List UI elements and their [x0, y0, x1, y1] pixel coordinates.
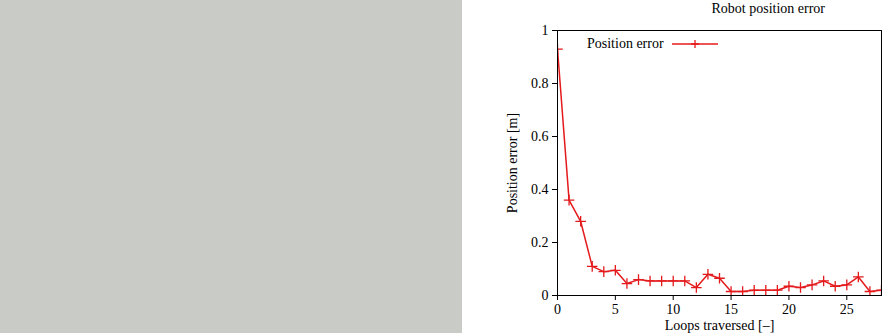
svg-text:10: 10 [666, 302, 680, 317]
svg-text:0.2: 0.2 [531, 235, 549, 250]
svg-text:0.8: 0.8 [531, 76, 549, 91]
svg-text:0: 0 [542, 288, 549, 303]
svg-text:0: 0 [554, 302, 561, 317]
svg-text:0.6: 0.6 [531, 129, 549, 144]
svg-text:25: 25 [840, 302, 854, 317]
svg-text:Position error [m]: Position error [m] [505, 113, 520, 213]
svg-text:20: 20 [782, 302, 796, 317]
svg-text:1: 1 [542, 23, 549, 38]
svg-text:0.4: 0.4 [531, 182, 549, 197]
svg-text:5: 5 [612, 302, 619, 317]
svg-text:15: 15 [724, 302, 738, 317]
html-text:Robot position error: Robot position error [711, 1, 825, 16]
html-text:Position error: Position error [587, 36, 664, 51]
svg-text:Loops traversed [–]: Loops traversed [–] [665, 318, 775, 333]
